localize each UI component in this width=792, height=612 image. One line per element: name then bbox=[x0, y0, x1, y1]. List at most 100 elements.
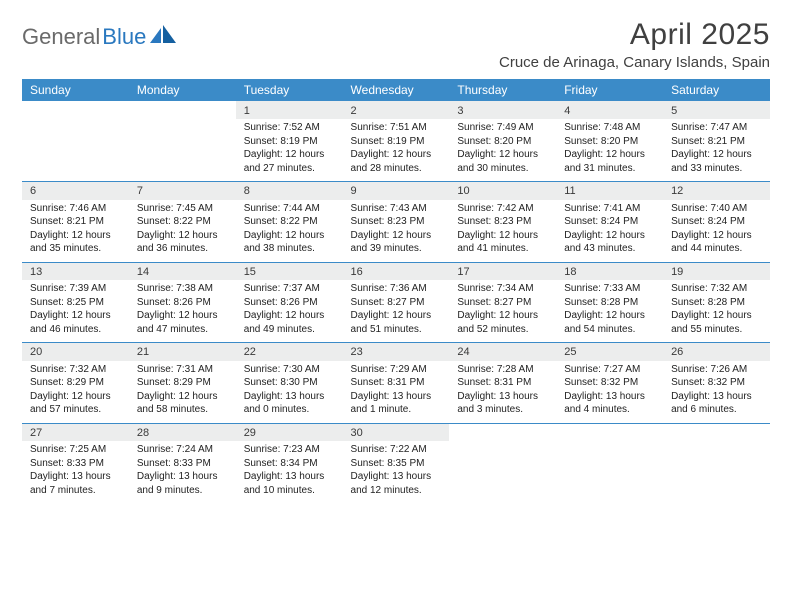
day-detail-cell: Sunrise: 7:32 AMSunset: 8:29 PMDaylight:… bbox=[22, 361, 129, 424]
day-detail-cell: Sunrise: 7:45 AMSunset: 8:22 PMDaylight:… bbox=[129, 200, 236, 263]
day-header: Thursday bbox=[449, 79, 556, 101]
day-detail-cell: Sunrise: 7:39 AMSunset: 8:25 PMDaylight:… bbox=[22, 280, 129, 343]
day-number-cell: 9 bbox=[343, 182, 450, 200]
day-number-row: 13141516171819 bbox=[22, 262, 770, 280]
day-detail-cell: Sunrise: 7:22 AMSunset: 8:35 PMDaylight:… bbox=[343, 441, 450, 503]
day-number-cell: 27 bbox=[22, 423, 129, 441]
daylight-line: Daylight: 12 hours and 43 minutes. bbox=[564, 229, 655, 256]
daylight-line: Daylight: 13 hours and 4 minutes. bbox=[564, 390, 655, 417]
day-detail-cell: Sunrise: 7:27 AMSunset: 8:32 PMDaylight:… bbox=[556, 361, 663, 424]
sunrise-line: Sunrise: 7:42 AM bbox=[457, 202, 548, 216]
sunset-line: Sunset: 8:35 PM bbox=[351, 457, 442, 471]
day-detail-cell: Sunrise: 7:47 AMSunset: 8:21 PMDaylight:… bbox=[663, 119, 770, 182]
sunset-line: Sunset: 8:27 PM bbox=[351, 296, 442, 310]
title-block: April 2025 Cruce de Arinaga, Canary Isla… bbox=[499, 18, 770, 71]
sunset-line: Sunset: 8:33 PM bbox=[30, 457, 121, 471]
sunrise-line: Sunrise: 7:44 AM bbox=[244, 202, 335, 216]
day-number-cell bbox=[129, 101, 236, 119]
sunrise-line: Sunrise: 7:23 AM bbox=[244, 443, 335, 457]
day-detail-cell: Sunrise: 7:33 AMSunset: 8:28 PMDaylight:… bbox=[556, 280, 663, 343]
sunset-line: Sunset: 8:32 PM bbox=[671, 376, 762, 390]
day-number-cell: 5 bbox=[663, 101, 770, 119]
day-detail-row: Sunrise: 7:32 AMSunset: 8:29 PMDaylight:… bbox=[22, 361, 770, 424]
day-header: Sunday bbox=[22, 79, 129, 101]
sunrise-line: Sunrise: 7:51 AM bbox=[351, 121, 442, 135]
day-number-cell: 3 bbox=[449, 101, 556, 119]
day-number-row: 6789101112 bbox=[22, 182, 770, 200]
sunrise-line: Sunrise: 7:47 AM bbox=[671, 121, 762, 135]
sunrise-line: Sunrise: 7:31 AM bbox=[137, 363, 228, 377]
sunrise-line: Sunrise: 7:24 AM bbox=[137, 443, 228, 457]
page-title: April 2025 bbox=[499, 18, 770, 52]
daylight-line: Daylight: 13 hours and 10 minutes. bbox=[244, 470, 335, 497]
daylight-line: Daylight: 13 hours and 1 minute. bbox=[351, 390, 442, 417]
day-number-cell: 16 bbox=[343, 262, 450, 280]
sunrise-line: Sunrise: 7:43 AM bbox=[351, 202, 442, 216]
day-number-cell: 13 bbox=[22, 262, 129, 280]
day-detail-row: Sunrise: 7:39 AMSunset: 8:25 PMDaylight:… bbox=[22, 280, 770, 343]
daylight-line: Daylight: 12 hours and 55 minutes. bbox=[671, 309, 762, 336]
day-detail-cell: Sunrise: 7:48 AMSunset: 8:20 PMDaylight:… bbox=[556, 119, 663, 182]
sunset-line: Sunset: 8:32 PM bbox=[564, 376, 655, 390]
sunrise-line: Sunrise: 7:26 AM bbox=[671, 363, 762, 377]
sunset-line: Sunset: 8:19 PM bbox=[351, 135, 442, 149]
daylight-line: Daylight: 13 hours and 6 minutes. bbox=[671, 390, 762, 417]
day-number-row: 12345 bbox=[22, 101, 770, 119]
calendar-body: 12345Sunrise: 7:52 AMSunset: 8:19 PMDayl… bbox=[22, 101, 770, 503]
day-detail-cell: Sunrise: 7:46 AMSunset: 8:21 PMDaylight:… bbox=[22, 200, 129, 263]
day-number-cell: 14 bbox=[129, 262, 236, 280]
daylight-line: Daylight: 12 hours and 31 minutes. bbox=[564, 148, 655, 175]
daylight-line: Daylight: 12 hours and 28 minutes. bbox=[351, 148, 442, 175]
day-detail-cell: Sunrise: 7:25 AMSunset: 8:33 PMDaylight:… bbox=[22, 441, 129, 503]
daylight-line: Daylight: 12 hours and 52 minutes. bbox=[457, 309, 548, 336]
sunrise-line: Sunrise: 7:52 AM bbox=[244, 121, 335, 135]
day-detail-cell: Sunrise: 7:31 AMSunset: 8:29 PMDaylight:… bbox=[129, 361, 236, 424]
day-detail-cell: Sunrise: 7:41 AMSunset: 8:24 PMDaylight:… bbox=[556, 200, 663, 263]
day-detail-row: Sunrise: 7:25 AMSunset: 8:33 PMDaylight:… bbox=[22, 441, 770, 503]
daylight-line: Daylight: 12 hours and 30 minutes. bbox=[457, 148, 548, 175]
daylight-line: Daylight: 12 hours and 51 minutes. bbox=[351, 309, 442, 336]
sunset-line: Sunset: 8:26 PM bbox=[244, 296, 335, 310]
sunrise-line: Sunrise: 7:41 AM bbox=[564, 202, 655, 216]
daylight-line: Daylight: 12 hours and 58 minutes. bbox=[137, 390, 228, 417]
daylight-line: Daylight: 12 hours and 41 minutes. bbox=[457, 229, 548, 256]
day-detail-cell: Sunrise: 7:40 AMSunset: 8:24 PMDaylight:… bbox=[663, 200, 770, 263]
day-number-cell: 25 bbox=[556, 343, 663, 361]
sunrise-line: Sunrise: 7:34 AM bbox=[457, 282, 548, 296]
day-number-cell: 1 bbox=[236, 101, 343, 119]
day-detail-cell: Sunrise: 7:37 AMSunset: 8:26 PMDaylight:… bbox=[236, 280, 343, 343]
day-number-cell: 18 bbox=[556, 262, 663, 280]
day-number-cell: 8 bbox=[236, 182, 343, 200]
day-number-cell: 30 bbox=[343, 423, 450, 441]
day-number-row: 27282930 bbox=[22, 423, 770, 441]
sunrise-line: Sunrise: 7:38 AM bbox=[137, 282, 228, 296]
sunset-line: Sunset: 8:21 PM bbox=[671, 135, 762, 149]
sunset-line: Sunset: 8:20 PM bbox=[564, 135, 655, 149]
day-number-cell bbox=[556, 423, 663, 441]
sunset-line: Sunset: 8:30 PM bbox=[244, 376, 335, 390]
day-number-cell: 11 bbox=[556, 182, 663, 200]
day-number-cell: 28 bbox=[129, 423, 236, 441]
day-detail-cell: Sunrise: 7:29 AMSunset: 8:31 PMDaylight:… bbox=[343, 361, 450, 424]
sunrise-line: Sunrise: 7:49 AM bbox=[457, 121, 548, 135]
day-detail-cell: Sunrise: 7:28 AMSunset: 8:31 PMDaylight:… bbox=[449, 361, 556, 424]
day-header: Saturday bbox=[663, 79, 770, 101]
sunset-line: Sunset: 8:21 PM bbox=[30, 215, 121, 229]
daylight-line: Daylight: 12 hours and 47 minutes. bbox=[137, 309, 228, 336]
daylight-line: Daylight: 12 hours and 54 minutes. bbox=[564, 309, 655, 336]
sunset-line: Sunset: 8:31 PM bbox=[457, 376, 548, 390]
header: General Blue April 2025 Cruce de Arinaga… bbox=[22, 18, 770, 71]
sunset-line: Sunset: 8:28 PM bbox=[564, 296, 655, 310]
day-detail-cell bbox=[449, 441, 556, 503]
sunrise-line: Sunrise: 7:29 AM bbox=[351, 363, 442, 377]
daylight-line: Daylight: 12 hours and 36 minutes. bbox=[137, 229, 228, 256]
day-number-cell: 21 bbox=[129, 343, 236, 361]
sunset-line: Sunset: 8:24 PM bbox=[671, 215, 762, 229]
day-number-cell: 22 bbox=[236, 343, 343, 361]
sunset-line: Sunset: 8:25 PM bbox=[30, 296, 121, 310]
sunset-line: Sunset: 8:22 PM bbox=[244, 215, 335, 229]
sunrise-line: Sunrise: 7:32 AM bbox=[30, 363, 121, 377]
day-header: Friday bbox=[556, 79, 663, 101]
day-detail-cell bbox=[663, 441, 770, 503]
day-number-cell bbox=[663, 423, 770, 441]
